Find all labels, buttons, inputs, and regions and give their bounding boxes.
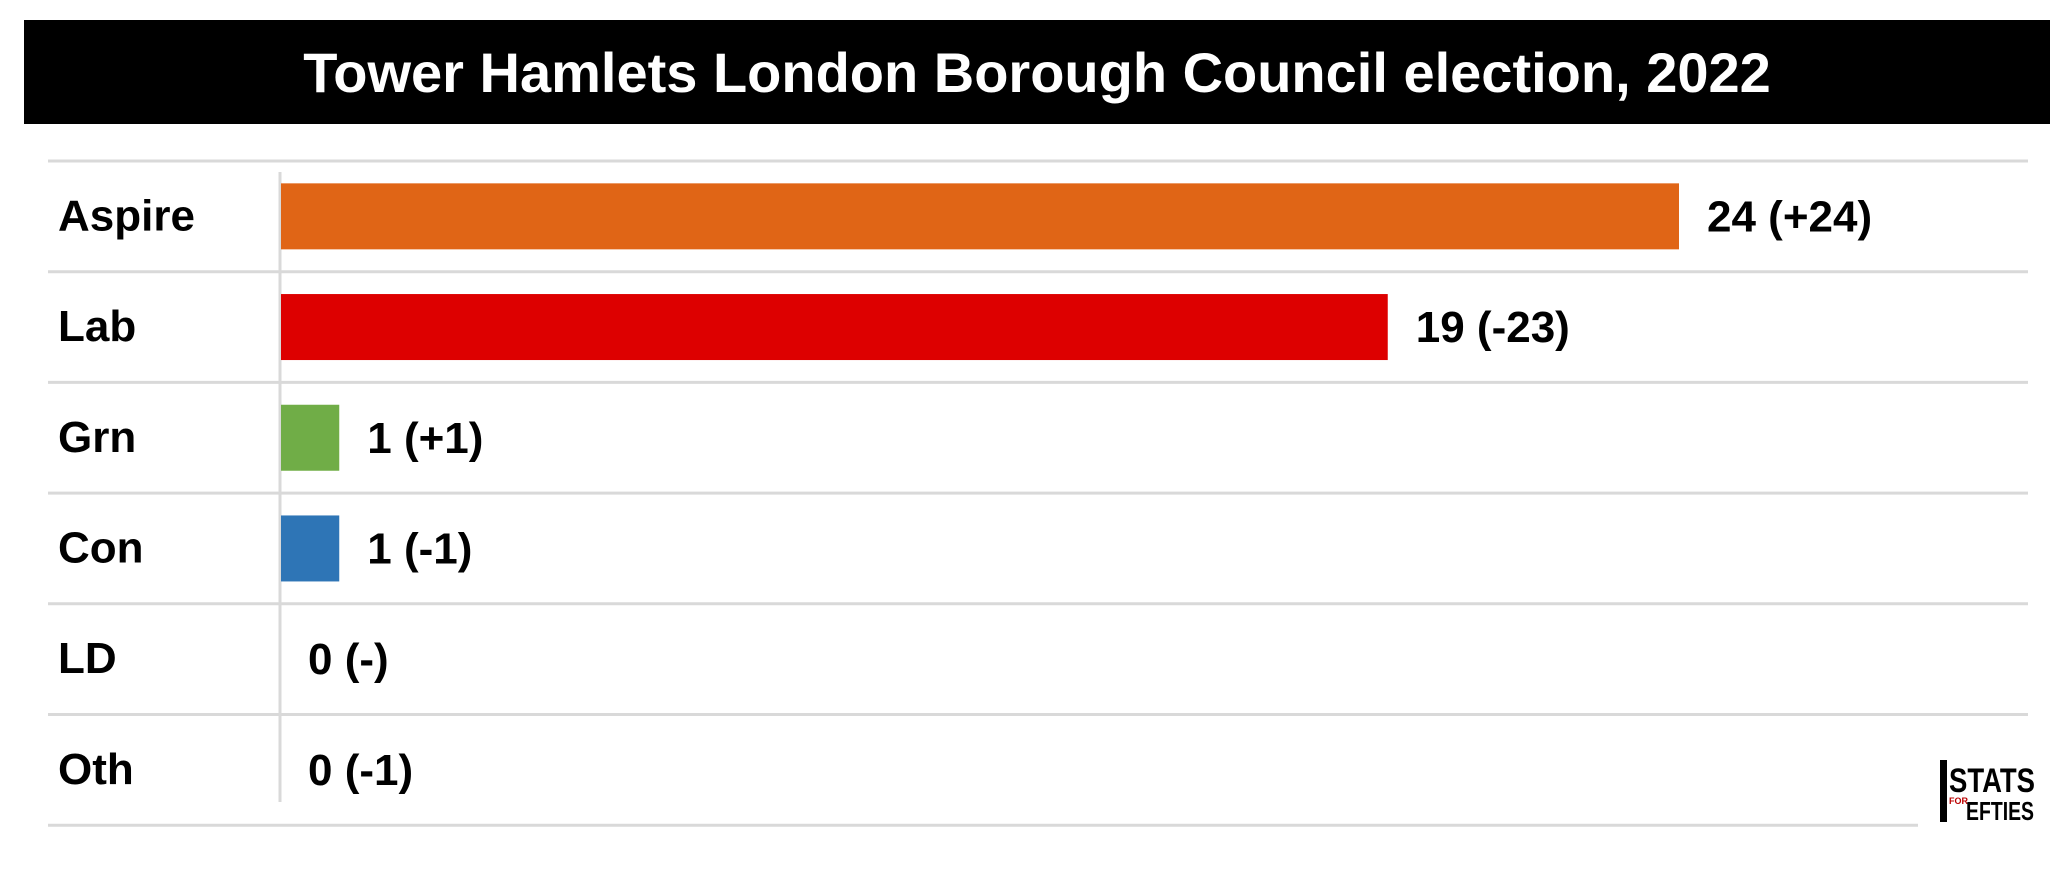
data-label-ld: 0 (-) xyxy=(308,635,389,684)
data-label-grn: 1 (+1) xyxy=(367,414,483,463)
data-label-oth: 0 (-1) xyxy=(308,746,413,795)
category-label-lab: Lab xyxy=(58,302,136,351)
bar-lab xyxy=(281,294,1388,361)
category-label-grn: Grn xyxy=(58,413,136,462)
svg-text:EFTIES: EFTIES xyxy=(1966,796,2034,824)
chart-title: Tower Hamlets London Borough Council ele… xyxy=(303,40,1771,104)
bar-con xyxy=(281,515,340,582)
svg-text:FOR: FOR xyxy=(1949,796,1968,806)
category-label-aspire: Aspire xyxy=(58,191,195,240)
bar-aspire xyxy=(281,183,1679,250)
category-label-ld: LD xyxy=(58,634,117,683)
category-label-oth: Oth xyxy=(58,745,134,794)
category-label-con: Con xyxy=(58,523,144,572)
data-label-con: 1 (-1) xyxy=(367,524,472,573)
stats-for-lefties-logo: STATS FOR EFTIES xyxy=(1940,760,2035,824)
title-bar: Tower Hamlets London Borough Council ele… xyxy=(24,20,2050,124)
svg-text:STATS: STATS xyxy=(1949,762,2035,800)
data-label-lab: 19 (-23) xyxy=(1416,303,1570,352)
data-label-aspire: 24 (+24) xyxy=(1707,192,1872,241)
bar-grn xyxy=(281,404,340,471)
